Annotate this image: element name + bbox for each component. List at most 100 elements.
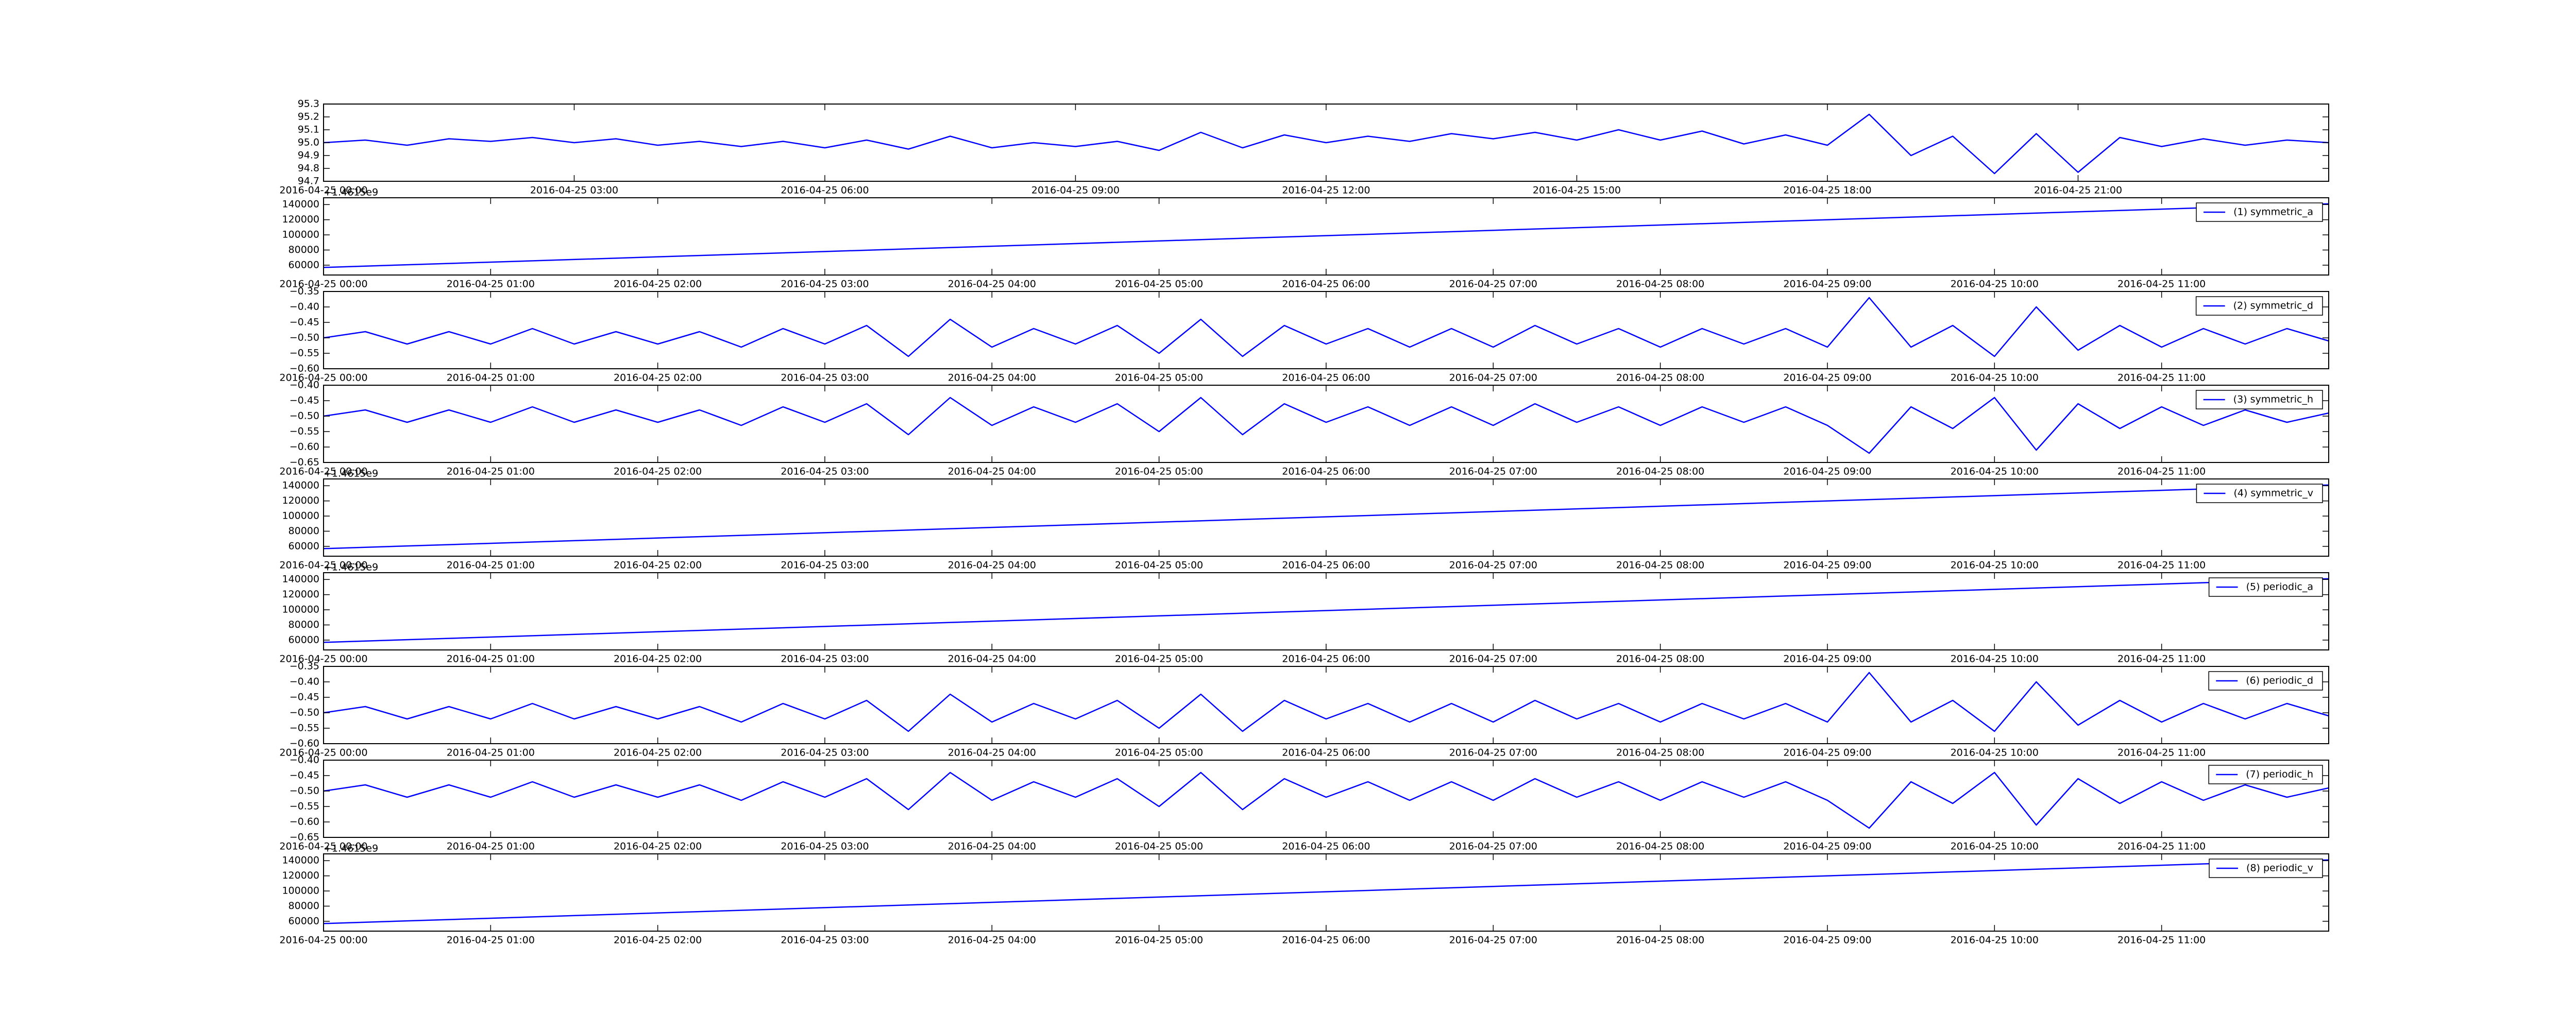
legend: (6) periodic_d — [2208, 671, 2323, 691]
y-tick-label: −0.40 — [290, 676, 319, 688]
x-tick-label: 2016-04-25 04:00 — [948, 466, 1036, 477]
offset-text: +1.4615e9 — [324, 562, 378, 573]
x-tick-label: 2016-04-25 21:00 — [2034, 185, 2122, 196]
x-tick-label: 2016-04-25 06:00 — [1282, 841, 1370, 852]
x-tick-label: 2016-04-25 09:00 — [1783, 654, 1871, 665]
x-tick-label: 2016-04-25 08:00 — [1616, 654, 1704, 665]
x-tick-label: 2016-04-25 06:00 — [781, 185, 869, 196]
x-tick-label: 2016-04-25 06:00 — [1282, 466, 1370, 477]
x-tick-label: 2016-04-25 00:00 — [279, 935, 367, 946]
data-line — [323, 578, 2329, 643]
x-tick-label: 2016-04-25 10:00 — [1951, 747, 2039, 759]
x-tick-label: 2016-04-25 04:00 — [948, 279, 1036, 290]
x-tick-label: 2016-04-25 03:00 — [781, 372, 869, 384]
y-tick-label: −0.45 — [290, 770, 319, 781]
y-tick-label: −0.40 — [290, 301, 319, 313]
x-tick-label: 2016-04-25 07:00 — [1449, 466, 1537, 477]
x-tick-label: 2016-04-25 05:00 — [1115, 279, 1203, 290]
offset-text: +1.4615e9 — [324, 468, 378, 479]
y-tick-label: 80000 — [289, 619, 319, 630]
x-tick-label: 2016-04-25 01:00 — [447, 560, 535, 571]
x-tick-label: 2016-04-25 01:00 — [447, 372, 535, 384]
x-tick-label: 2016-04-25 01:00 — [447, 841, 535, 852]
y-tick-label: −0.65 — [290, 457, 319, 468]
x-tick-label: 2016-04-25 09:00 — [1783, 747, 1871, 759]
x-tick-label: 2016-04-25 01:00 — [447, 747, 535, 759]
x-tick-label: 2016-04-25 09:00 — [1031, 185, 1120, 196]
x-tick-label: 2016-04-25 10:00 — [1951, 654, 2039, 665]
x-tick-label: 2016-04-25 04:00 — [948, 935, 1036, 946]
legend: (4) symmetric_v — [2196, 484, 2323, 503]
x-tick-label: 2016-04-25 11:00 — [2117, 466, 2206, 477]
x-tick-label: 2016-04-25 09:00 — [1783, 372, 1871, 384]
legend: (7) periodic_h — [2208, 765, 2323, 784]
y-tick-label: −0.45 — [290, 692, 319, 703]
x-tick-label: 2016-04-25 03:00 — [781, 560, 869, 571]
x-tick-label: 2016-04-25 00:00 — [279, 747, 367, 759]
x-tick-label: 2016-04-25 11:00 — [2117, 747, 2206, 759]
y-tick-label: −0.60 — [290, 816, 319, 828]
x-tick-label: 2016-04-25 03:00 — [781, 747, 869, 759]
subplot: 60000 80000 100000 120000 140000 2016-04-25 0… — [279, 843, 2329, 946]
x-tick-label: 2016-04-25 11:00 — [2117, 279, 2206, 290]
subplot: 94.7 94.8 94.9 95.0 95.195.295.3 2016-04-25 0… — [279, 98, 2329, 196]
legend: (1) symmetric_a — [2196, 202, 2323, 222]
x-tick-label: 2016-04-25 06:00 — [1282, 935, 1370, 946]
data-line — [323, 859, 2329, 924]
x-tick-label: 2016-04-25 09:00 — [1783, 560, 1871, 571]
y-tick-label: 95.3 — [298, 98, 319, 110]
x-tick-label: 2016-04-25 07:00 — [1449, 372, 1537, 384]
x-tick-label: 2016-04-25 05:00 — [1115, 560, 1203, 571]
x-tick-label: 2016-04-25 08:00 — [1616, 560, 1704, 571]
x-tick-label: 2016-04-25 02:00 — [614, 372, 702, 384]
x-tick-label: 2016-04-25 04:00 — [948, 372, 1036, 384]
y-tick-label: 94.7 — [298, 176, 319, 187]
x-tick-label: 2016-04-25 02:00 — [614, 560, 702, 571]
y-tick-label: 120000 — [282, 589, 319, 600]
y-tick-label: 80000 — [289, 244, 319, 255]
x-tick-label: 2016-04-25 02:00 — [614, 279, 702, 290]
x-tick-label: 2016-04-25 01:00 — [447, 279, 535, 290]
subplot: 60000 80000 100000 120000 140000 2016-04-25 0… — [279, 562, 2329, 665]
x-tick-label: 2016-04-25 05:00 — [1115, 935, 1203, 946]
x-tick-label: 2016-04-25 01:00 — [447, 654, 535, 665]
subplot: 60000 80000 100000 120000 140000 2016-04-25 0… — [279, 468, 2329, 571]
x-tick-label: 2016-04-25 07:00 — [1449, 654, 1537, 665]
y-tick-label: 140000 — [282, 574, 319, 585]
x-tick-label: 2016-04-25 00:00 — [279, 841, 367, 852]
x-tick-label: 2016-04-25 03:00 — [781, 466, 869, 477]
y-tick-label: −0.55 — [290, 348, 319, 359]
x-tick-label: 2016-04-25 11:00 — [2117, 841, 2206, 852]
legend-label: (1) symmetric_a — [2233, 207, 2313, 218]
x-tick-label: 2016-04-25 02:00 — [614, 747, 702, 759]
x-tick-label: 2016-04-25 12:00 — [1282, 185, 1370, 196]
x-tick-label: 2016-04-25 18:00 — [1783, 185, 1871, 196]
legend-label: (5) periodic_a — [2246, 581, 2313, 593]
x-tick-label: 2016-04-25 07:00 — [1449, 841, 1537, 852]
legend-box — [2208, 765, 2323, 784]
x-tick-label: 2016-04-25 03:00 — [530, 185, 618, 196]
x-tick-label: 2016-04-25 04:00 — [948, 654, 1036, 665]
y-tick-label: 80000 — [289, 900, 319, 912]
x-tick-label: 2016-04-25 04:00 — [948, 747, 1036, 759]
x-tick-label: 2016-04-25 10:00 — [1951, 935, 2039, 946]
x-tick-label: 2016-04-25 05:00 — [1115, 747, 1203, 759]
subplot: −0.60 −0.55 −0.50 −0.45 −0.40 −0.35 2016-04-25… — [279, 286, 2329, 384]
x-tick-label: 2016-04-25 04:00 — [948, 841, 1036, 852]
y-tick-label: 120000 — [282, 870, 319, 881]
y-tick-label: −0.60 — [290, 363, 319, 374]
data-line — [323, 113, 2329, 175]
x-tick-label: 2016-04-25 00:00 — [279, 185, 367, 196]
x-tick-label: 2016-04-25 03:00 — [781, 935, 869, 946]
y-tick-label: 120000 — [282, 214, 319, 225]
x-tick-label: 2016-04-25 11:00 — [2117, 372, 2206, 384]
legend-label: (2) symmetric_d — [2233, 300, 2313, 312]
x-tick-label: 2016-04-25 05:00 — [1115, 841, 1203, 852]
y-tick-label: 140000 — [282, 855, 319, 866]
x-tick-label: 2016-04-25 05:00 — [1115, 372, 1203, 384]
x-tick-label: 2016-04-25 02:00 — [614, 466, 702, 477]
legend-label: (6) periodic_d — [2246, 675, 2313, 686]
x-tick-label: 2016-04-25 01:00 — [447, 466, 535, 477]
subplot: −0.65 −0.60 −0.55 −0.50 −0.45 −0.40 2016-04-25… — [279, 380, 2329, 477]
